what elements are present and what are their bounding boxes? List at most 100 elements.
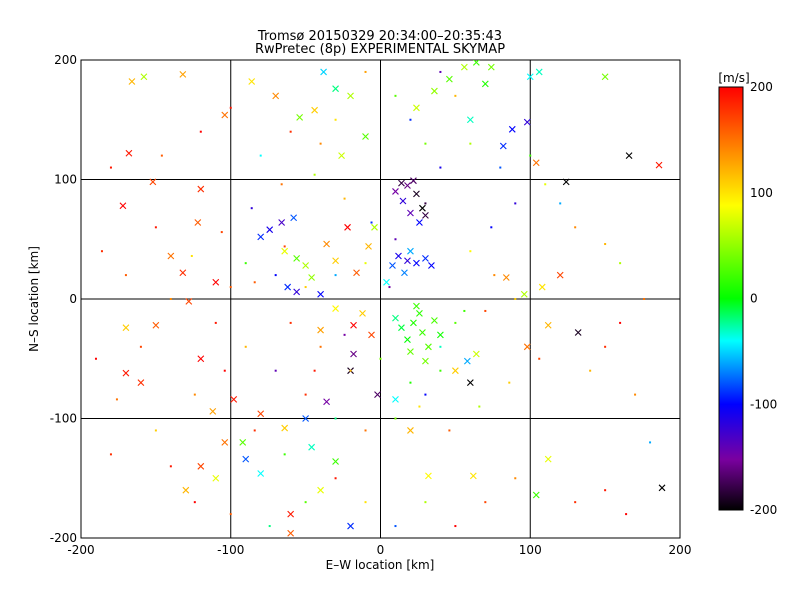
point-dot-162 bbox=[394, 525, 397, 528]
point-cross-129 bbox=[472, 350, 480, 358]
point-dot-192 bbox=[334, 417, 337, 420]
point-cross-35 bbox=[317, 290, 324, 298]
point-dot-170 bbox=[649, 441, 652, 444]
point-dot-150 bbox=[139, 345, 142, 348]
point-dot-210 bbox=[439, 70, 442, 73]
point-dot-230 bbox=[283, 245, 286, 248]
point-cross-110 bbox=[257, 410, 265, 418]
point-dot-147 bbox=[124, 274, 127, 277]
point-dot-168 bbox=[604, 489, 607, 492]
point-dot-140 bbox=[289, 130, 292, 133]
point-dot-151 bbox=[94, 357, 97, 360]
point-dot-175 bbox=[643, 298, 646, 300]
point-cross-98 bbox=[544, 455, 552, 463]
point-cross-14 bbox=[389, 262, 396, 269]
point-cross-56 bbox=[212, 474, 220, 482]
point-dot-242 bbox=[538, 357, 541, 360]
point-cross-38 bbox=[125, 149, 133, 157]
point-dot-224 bbox=[439, 345, 442, 348]
point-cross-49 bbox=[137, 379, 145, 387]
point-dot-145 bbox=[109, 166, 112, 169]
point-cross-69 bbox=[248, 78, 256, 85]
point-dot-233 bbox=[193, 393, 196, 396]
point-dot-225 bbox=[463, 309, 466, 312]
point-cross-103 bbox=[392, 395, 399, 403]
point-cross-27 bbox=[437, 331, 444, 339]
point-cross-78 bbox=[413, 104, 420, 112]
point-dot-171 bbox=[634, 393, 637, 396]
point-dot-157 bbox=[229, 513, 232, 516]
point-dot-212 bbox=[469, 142, 472, 145]
axis-ticks: -200 -100 0 100 200 -200 -100 0 100 200 bbox=[50, 53, 692, 557]
point-cross-31 bbox=[257, 233, 265, 241]
point-dot-214 bbox=[529, 154, 532, 157]
point-dot-142 bbox=[229, 106, 232, 109]
point-cross-59 bbox=[308, 443, 316, 451]
point-dot-154 bbox=[169, 465, 172, 468]
point-cross-76 bbox=[338, 152, 345, 159]
point-dot-139 bbox=[319, 142, 322, 145]
point-cross-135 bbox=[502, 274, 510, 281]
point-cross-36 bbox=[293, 288, 301, 296]
point-dot-195 bbox=[244, 345, 247, 348]
point-dot-189 bbox=[424, 393, 427, 396]
point-cross-99 bbox=[532, 491, 540, 499]
point-dot-229 bbox=[313, 173, 316, 176]
point-cross-21 bbox=[404, 336, 411, 344]
point-cross-17 bbox=[407, 247, 414, 255]
point-cross-85 bbox=[466, 116, 474, 124]
point-dot-226 bbox=[388, 286, 391, 289]
x-axis-label: E–W location [km] bbox=[326, 558, 435, 572]
point-dot-190 bbox=[394, 417, 397, 420]
point-cross-39 bbox=[149, 178, 157, 186]
point-cross-109 bbox=[281, 424, 289, 432]
point-dot-155 bbox=[193, 501, 196, 504]
point-cross-24 bbox=[416, 309, 423, 317]
point-cross-92 bbox=[601, 73, 609, 81]
point-dot-196 bbox=[214, 321, 217, 324]
point-cross-55 bbox=[197, 462, 205, 470]
point-cross-131 bbox=[466, 379, 474, 387]
point-dot-184 bbox=[493, 274, 496, 277]
point-cross-11 bbox=[404, 257, 411, 265]
point-cross-45 bbox=[212, 278, 220, 286]
point-dot-146 bbox=[100, 250, 103, 253]
point-cross-89 bbox=[532, 159, 540, 167]
point-cross-61 bbox=[287, 510, 295, 518]
point-cross-116 bbox=[368, 331, 375, 339]
point-dot-222 bbox=[379, 357, 382, 360]
x-tick-label-3: 100 bbox=[519, 543, 542, 557]
point-cross-48 bbox=[122, 369, 130, 377]
point-dot-187 bbox=[454, 321, 457, 324]
point-cross-34 bbox=[290, 214, 298, 222]
point-dot-169 bbox=[625, 513, 628, 516]
point-cross-46 bbox=[185, 298, 193, 305]
point-cross-130 bbox=[451, 367, 459, 375]
point-dot-199 bbox=[274, 274, 277, 277]
point-cross-122 bbox=[332, 257, 339, 265]
point-cross-67 bbox=[179, 70, 187, 78]
point-cross-62 bbox=[317, 486, 324, 494]
point-dot-191 bbox=[364, 429, 367, 432]
point-dot-186 bbox=[484, 309, 487, 312]
point-cross-52 bbox=[209, 407, 217, 415]
point-dot-166 bbox=[514, 477, 517, 480]
point-dot-217 bbox=[220, 231, 223, 234]
point-dot-178 bbox=[574, 226, 577, 229]
point-cross-72 bbox=[311, 106, 318, 114]
point-dot-158 bbox=[268, 525, 271, 528]
point-cross-15 bbox=[401, 269, 408, 277]
point-cross-79 bbox=[431, 87, 438, 95]
point-dot-213 bbox=[499, 166, 502, 169]
point-dot-208 bbox=[394, 94, 397, 97]
point-cross-71 bbox=[296, 113, 304, 121]
point-cross-121 bbox=[323, 240, 330, 248]
point-dot-216 bbox=[250, 207, 253, 210]
point-cross-10 bbox=[395, 252, 402, 260]
point-cross-73 bbox=[332, 85, 339, 93]
point-dot-185 bbox=[514, 298, 517, 300]
point-cross-29 bbox=[422, 357, 429, 365]
point-cross-82 bbox=[472, 60, 480, 66]
point-dot-201 bbox=[334, 274, 337, 277]
point-dot-207 bbox=[409, 118, 412, 121]
